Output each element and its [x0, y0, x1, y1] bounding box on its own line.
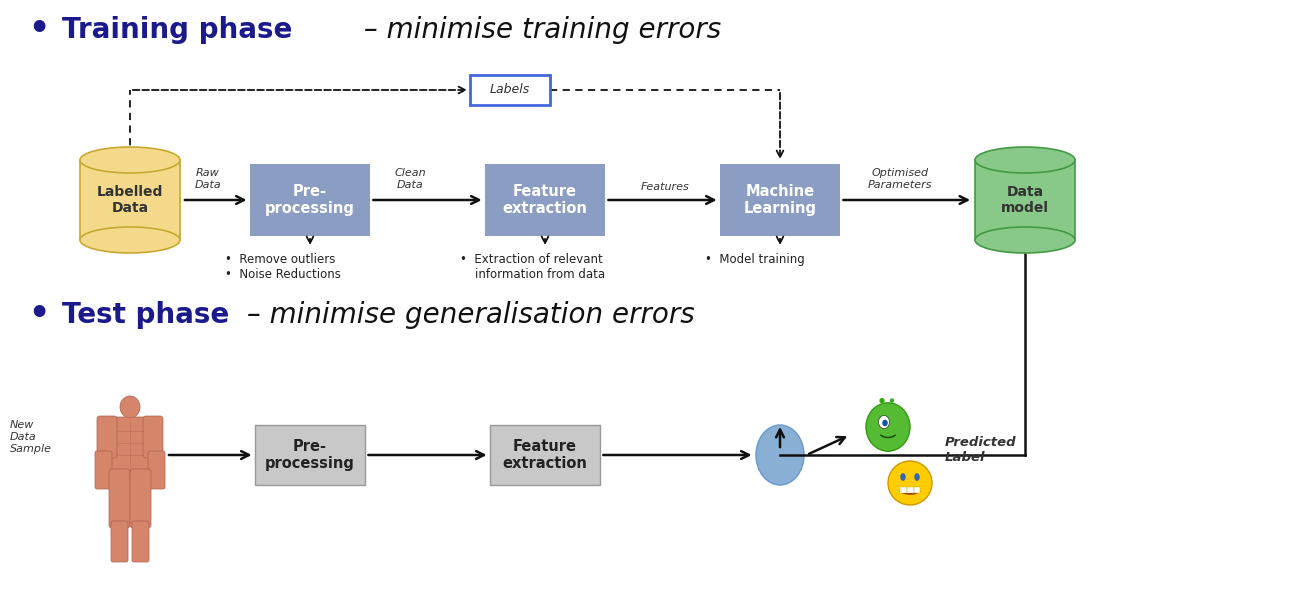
FancyBboxPatch shape — [112, 521, 128, 562]
Text: Feature
extraction: Feature extraction — [502, 439, 588, 471]
Text: Training phase: Training phase — [62, 16, 292, 44]
Ellipse shape — [866, 403, 910, 451]
Text: Raw
Data: Raw Data — [195, 168, 222, 190]
FancyBboxPatch shape — [109, 469, 130, 528]
Ellipse shape — [888, 461, 933, 505]
FancyBboxPatch shape — [110, 417, 150, 477]
Text: •: • — [29, 13, 49, 46]
Text: New
Data
Sample: New Data Sample — [10, 420, 52, 454]
Text: Labels: Labels — [490, 84, 530, 96]
Text: Optimised
Parameters: Optimised Parameters — [868, 168, 933, 190]
Ellipse shape — [80, 227, 180, 253]
Bar — [900, 487, 920, 493]
Text: – minimise generalisation errors: – minimise generalisation errors — [239, 301, 695, 329]
Text: Predicted
Label: Predicted Label — [946, 436, 1017, 464]
Bar — [80, 160, 180, 240]
Text: Pre-
processing: Pre- processing — [265, 439, 355, 471]
Bar — [908, 487, 913, 493]
Text: – minimise training errors: – minimise training errors — [355, 16, 721, 44]
Circle shape — [890, 398, 894, 403]
FancyBboxPatch shape — [97, 416, 117, 458]
FancyBboxPatch shape — [470, 75, 550, 105]
Circle shape — [879, 398, 885, 403]
Bar — [914, 487, 920, 493]
FancyBboxPatch shape — [143, 416, 163, 458]
Ellipse shape — [975, 227, 1075, 253]
Bar — [975, 160, 1075, 240]
Text: •  Model training: • Model training — [706, 253, 804, 266]
Text: Clean
Data: Clean Data — [394, 168, 425, 190]
Ellipse shape — [914, 473, 920, 481]
Text: Test phase: Test phase — [62, 301, 230, 329]
Ellipse shape — [121, 396, 140, 418]
FancyBboxPatch shape — [720, 164, 840, 236]
FancyBboxPatch shape — [95, 451, 112, 489]
Text: •  Remove outliers
•  Noise Reductions: • Remove outliers • Noise Reductions — [224, 253, 341, 281]
Ellipse shape — [80, 147, 180, 173]
Bar — [900, 487, 907, 493]
FancyBboxPatch shape — [256, 425, 364, 485]
Text: Data
model: Data model — [1001, 185, 1049, 215]
Text: •  Extraction of relevant
    information from data: • Extraction of relevant information fro… — [460, 253, 606, 281]
Ellipse shape — [975, 147, 1075, 173]
FancyBboxPatch shape — [490, 425, 601, 485]
Text: •: • — [29, 298, 49, 331]
Ellipse shape — [878, 415, 890, 429]
FancyBboxPatch shape — [148, 451, 165, 489]
Bar — [125, 407, 135, 421]
Ellipse shape — [900, 473, 905, 481]
Ellipse shape — [756, 425, 804, 485]
Text: Machine
Learning: Machine Learning — [743, 184, 817, 216]
FancyBboxPatch shape — [130, 469, 150, 528]
FancyBboxPatch shape — [132, 521, 149, 562]
Text: Labelled
Data: Labelled Data — [97, 185, 163, 215]
Text: Pre-
processing: Pre- processing — [265, 184, 355, 216]
FancyBboxPatch shape — [250, 164, 370, 236]
Text: Features: Features — [641, 182, 690, 192]
Ellipse shape — [882, 420, 887, 426]
Text: Feature
extraction: Feature extraction — [502, 184, 588, 216]
FancyBboxPatch shape — [485, 164, 604, 236]
